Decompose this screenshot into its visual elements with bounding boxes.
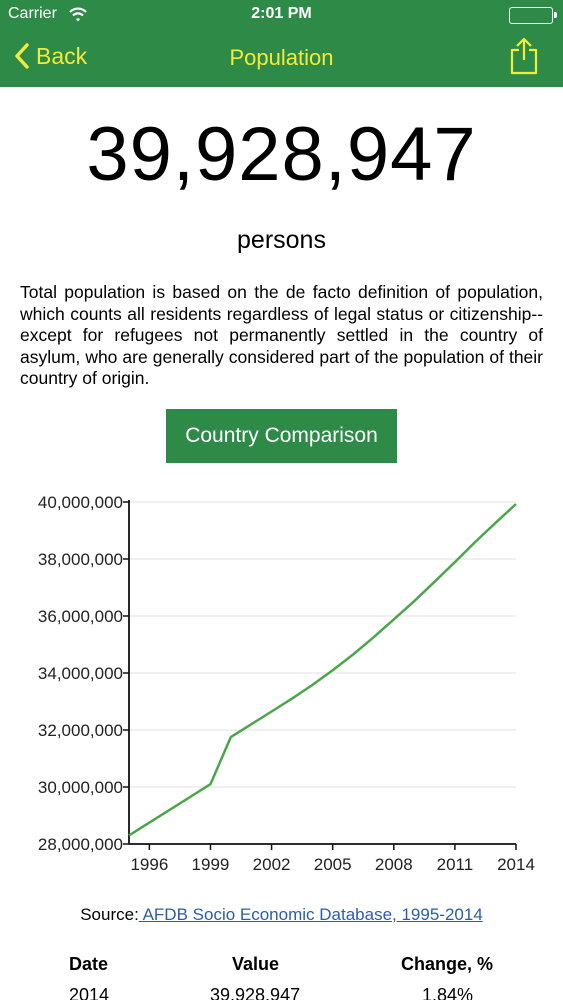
country-comparison-button[interactable]: Country Comparison [166,409,397,463]
source-link[interactable]: AFDB Socio Economic Database, 1995-2014 [138,905,483,924]
x-tick-label: 1996 [130,855,168,874]
wifi-icon [68,3,88,30]
indicator-description: Total population is based on the de fact… [20,282,543,388]
battery-icon [509,7,557,24]
share-icon [510,37,538,75]
chevron-left-icon [15,43,29,69]
y-tick-label: 32,000,000 [38,721,123,740]
x-tick-label: 2005 [314,855,352,874]
cell-value: 39,928,947 [210,985,301,1000]
y-tick-label: 34,000,000 [38,664,123,683]
x-tick-label: 2008 [375,855,413,874]
y-tick-label: 28,000,000 [38,835,123,854]
x-tick-label: 1999 [192,855,230,874]
y-tick-label: 36,000,000 [38,607,123,626]
carrier-label: Carrier [8,5,57,22]
x-tick-label: 2014 [497,855,535,874]
y-tick-label: 38,000,000 [38,550,123,569]
column-header-change: Change, % [401,954,494,974]
column-header-value: Value [232,954,280,974]
clock: 2:01 PM [251,5,312,22]
y-tick-label: 40,000,000 [38,493,123,512]
source-prefix: Source: [80,905,139,924]
cell-date: 2014 [69,985,110,1000]
status-bar: Carrier 2:01 PM [0,0,563,30]
source-line: Source: AFDB Socio Economic Database, 19… [0,905,563,925]
x-tick-label: 2011 [437,855,474,874]
cell-change: 1.84% [422,985,474,1000]
navigation-bar: Back Population [0,30,563,87]
share-button[interactable] [509,36,539,81]
population-line-chart: 28,000,000 30,000,000 32,000,000 34,000,000… [38,493,535,874]
population-value: 39,928,947 [86,112,477,197]
y-tick-label: 30,000,000 [38,778,123,797]
column-header-date: Date [69,954,109,974]
unit-label: persons [237,226,326,254]
back-label: Back [36,42,88,69]
x-tick-label: 2002 [253,855,291,874]
population-series-line [128,503,517,837]
back-button[interactable]: Back [14,42,87,70]
